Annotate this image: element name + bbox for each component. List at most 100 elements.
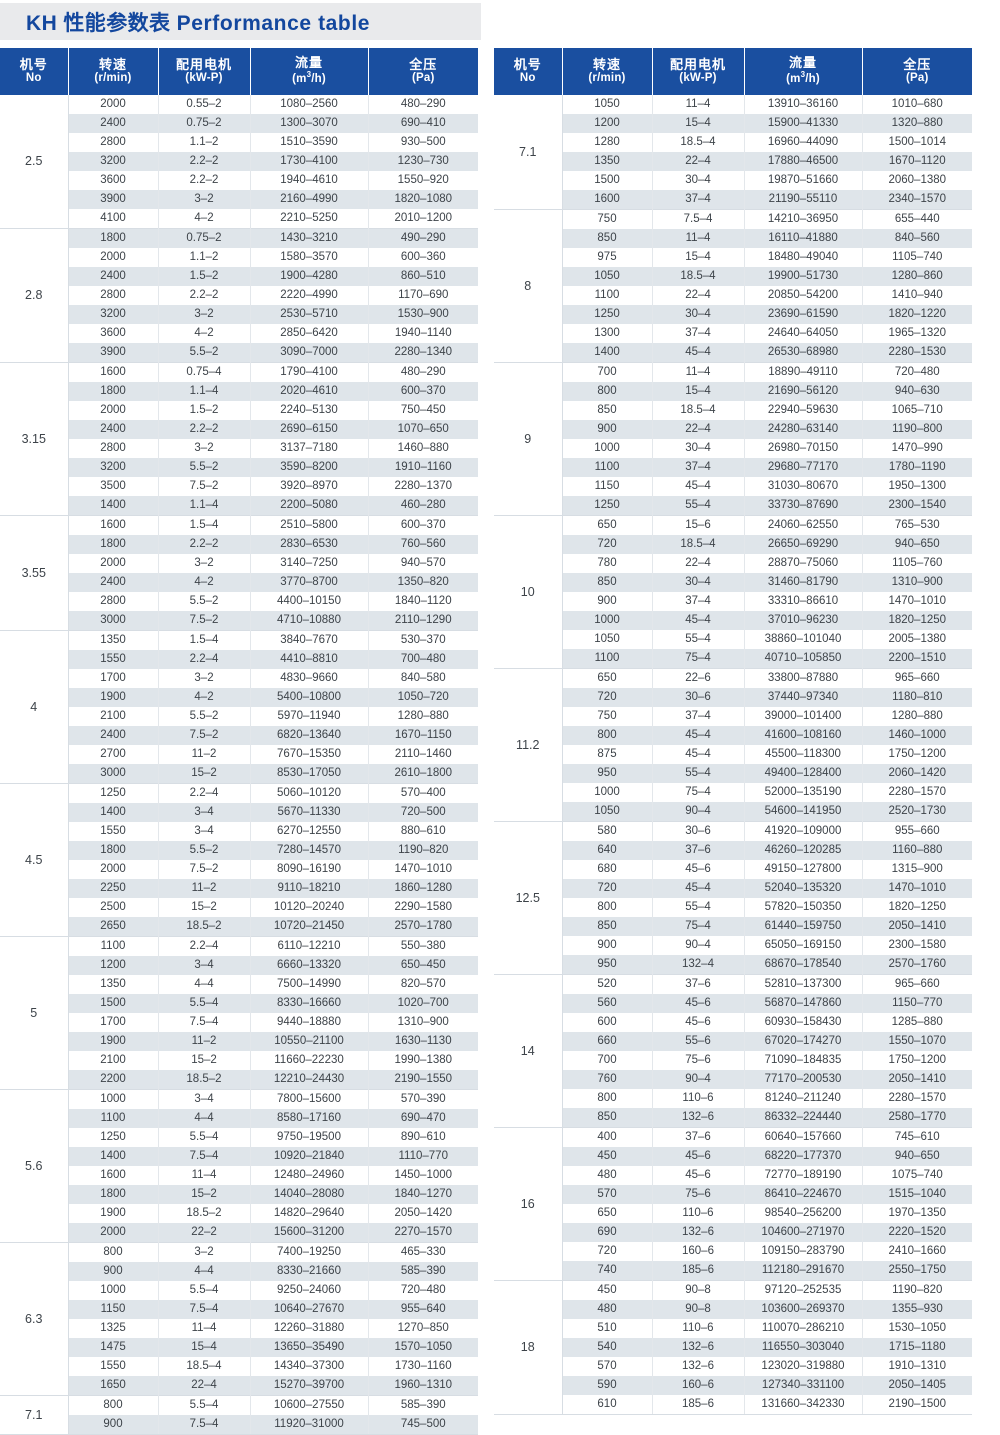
speed-cell: 3000 <box>68 764 159 784</box>
flow-cell: 1430–3210 <box>250 228 369 248</box>
pressure-cell: 1105–760 <box>862 554 972 573</box>
pressure-cell: 1070–650 <box>368 420 478 439</box>
motor-cell: 5.5–2 <box>158 841 251 860</box>
table-row: 450 45–6 68220–177370 940–650 <box>494 1147 972 1166</box>
motor-cell: 11–4 <box>652 95 745 114</box>
speed-cell: 1500 <box>562 171 653 190</box>
pressure-cell: 2010–1200 <box>368 209 478 229</box>
table-row: 2400 0.75–2 1300–3070 690–410 <box>0 114 478 133</box>
machine-no-cell: 10 <box>494 515 563 669</box>
machine-no-cell: 9 <box>494 362 563 516</box>
flow-cell: 81240–211240 <box>744 1089 863 1108</box>
machine-no-cell: 3.55 <box>0 515 69 631</box>
table-row: 1100 75–4 40710–105850 2200–1510 <box>494 649 972 669</box>
table-row: 2400 7.5–2 6820–13640 1670–1150 <box>0 726 478 745</box>
pressure-cell: 955–660 <box>862 821 972 841</box>
speed-cell: 1800 <box>68 535 159 554</box>
flow-cell: 2200–5080 <box>250 496 369 516</box>
performance-table-right: 机号 No 转速 (r/min) 配用电机 (kW-P) 流量 (m3/h) 全压 (Pa) 7.… <box>494 48 972 1415</box>
column-header-unit: (r/min) <box>94 71 132 84</box>
table-row: 900 37–4 33310–86610 1470–1010 <box>494 592 972 611</box>
table-row: 4.5 1250 2.2–4 5060–10120 570–400 <box>0 783 478 937</box>
pressure-cell: 1910–1160 <box>368 458 478 477</box>
machine-no-cell: 11.2 <box>494 668 563 822</box>
motor-cell: 1.5–4 <box>158 515 251 535</box>
table-row: 560 45–6 56870–147860 1150–770 <box>494 994 972 1013</box>
speed-cell: 720 <box>562 879 653 898</box>
motor-cell: 37–4 <box>652 190 745 210</box>
machine-no-cell: 7.1 <box>0 1395 69 1435</box>
speed-cell: 1250 <box>68 783 159 803</box>
flow-cell: 41600–108160 <box>744 726 863 745</box>
pressure-cell: 1280–880 <box>368 707 478 726</box>
table-row: 3.55 1600 1.5–4 2510–5800 600–370 <box>0 515 478 631</box>
pressure-cell: 2050–1410 <box>862 917 972 936</box>
table-row: 1280 18.5–4 16960–44090 1500–1014 <box>494 133 972 152</box>
motor-cell: 37–4 <box>652 592 745 611</box>
flow-cell: 12210–24430 <box>250 1070 369 1090</box>
flow-cell: 86410–224670 <box>744 1185 863 1204</box>
motor-cell: 15–2 <box>158 1051 251 1070</box>
column-header-cn: 全压 <box>903 56 932 72</box>
table-row: 950 132–4 68670–178540 2570–1760 <box>494 955 972 975</box>
speed-cell: 950 <box>562 955 653 975</box>
flow-cell: 2160–4990 <box>250 190 369 209</box>
table-row: 1800 1.1–4 2020–4610 600–370 <box>0 382 478 401</box>
speed-cell: 720 <box>562 535 653 554</box>
pressure-cell: 1280–860 <box>862 267 972 286</box>
pressure-cell: 940–650 <box>862 1147 972 1166</box>
flow-cell: 2690–6150 <box>250 420 369 439</box>
speed-cell: 1200 <box>562 114 653 133</box>
column-header-unit: (kW-P) <box>185 71 223 84</box>
pressure-cell: 720–480 <box>368 1281 478 1300</box>
speed-cell: 1650 <box>68 1376 159 1396</box>
speed-cell: 2000 <box>68 401 159 420</box>
speed-cell: 1550 <box>68 822 159 841</box>
speed-cell: 610 <box>562 1395 653 1415</box>
pressure-cell: 1320–880 <box>862 114 972 133</box>
motor-cell: 30–4 <box>652 171 745 190</box>
pressure-cell: 1170–690 <box>368 286 478 305</box>
motor-cell: 22–6 <box>652 668 745 688</box>
speed-cell: 1250 <box>562 305 653 324</box>
table-row: 720 30–6 37440–97340 1180–810 <box>494 688 972 707</box>
table-row: 1475 15–4 13650–35490 1570–1050 <box>0 1338 478 1357</box>
speed-cell: 1500 <box>68 994 159 1013</box>
motor-cell: 7.5–2 <box>158 477 251 496</box>
motor-cell: 15–4 <box>652 114 745 133</box>
table-row: 720 45–4 52040–135320 1470–1010 <box>494 879 972 898</box>
table-row: 700 75–6 71090–184835 1750–1200 <box>494 1051 972 1070</box>
flow-cell: 1790–4100 <box>250 362 369 382</box>
table-row: 2200 18.5–2 12210–24430 2190–1550 <box>0 1070 478 1090</box>
speed-cell: 3200 <box>68 152 159 171</box>
speed-cell: 2100 <box>68 1051 159 1070</box>
table-row: 7.1 1050 11–4 13910–36160 1010–680 <box>494 95 972 210</box>
table-row: 800 45–4 41600–108160 1460–1000 <box>494 726 972 745</box>
speed-cell: 1000 <box>68 1281 159 1300</box>
motor-cell: 5.5–4 <box>158 994 251 1013</box>
performance-table-page: KH 性能参数表 Performance table 机号 No 转速 (r/min)… <box>0 3 972 1435</box>
table-row: 1000 75–4 52000–135190 2280–1570 <box>494 783 972 802</box>
table-row: 1400 45–4 26530–68980 2280–1530 <box>494 343 972 363</box>
table-row: 2800 2.2–2 2220–4990 1170–690 <box>0 286 478 305</box>
pressure-cell: 745–610 <box>862 1127 972 1147</box>
flow-cell: 45500–118300 <box>744 745 863 764</box>
motor-cell: 2.2–2 <box>158 535 251 554</box>
flow-cell: 127340–331100 <box>744 1376 863 1395</box>
flow-cell: 68220–177370 <box>744 1147 863 1166</box>
flow-cell: 116550–303040 <box>744 1338 863 1357</box>
table-row: 720 18.5–4 26650–69290 940–650 <box>494 535 972 554</box>
speed-cell: 1350 <box>68 975 159 994</box>
speed-cell: 1900 <box>68 1032 159 1051</box>
table-row: 850 11–4 16110–41880 840–560 <box>494 229 972 248</box>
speed-cell: 800 <box>68 1395 159 1415</box>
table-row: 2000 1.1–2 1580–3570 600–360 <box>0 248 478 267</box>
machine-no-cell: 4 <box>0 630 69 784</box>
pressure-cell: 965–660 <box>862 974 972 994</box>
table-row: 1100 4–4 8580–17160 690–470 <box>0 1109 478 1128</box>
table-row: 2800 1.1–2 1510–3590 930–500 <box>0 133 478 152</box>
flow-cell: 98540–256200 <box>744 1204 863 1223</box>
table-row: 850 18.5–4 22940–59630 1065–710 <box>494 401 972 420</box>
flow-cell: 8090–16190 <box>250 860 369 879</box>
pressure-cell: 1820–1080 <box>368 190 478 209</box>
